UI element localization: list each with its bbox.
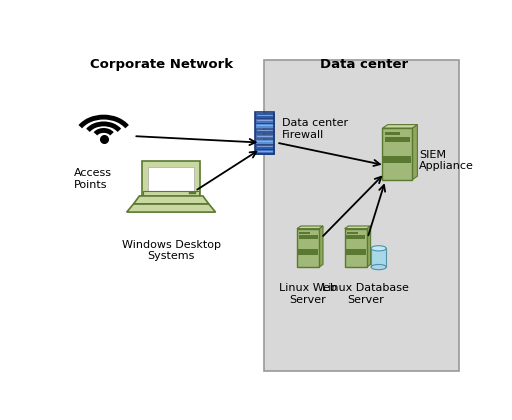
FancyBboxPatch shape: [385, 137, 410, 142]
Bar: [255, 113, 274, 118]
Bar: [255, 134, 274, 138]
Polygon shape: [345, 226, 371, 228]
Polygon shape: [126, 204, 216, 212]
Bar: [255, 129, 274, 133]
Bar: [255, 123, 274, 128]
Bar: [255, 139, 274, 144]
Bar: [383, 156, 411, 163]
FancyBboxPatch shape: [346, 235, 365, 239]
Bar: [264, 60, 459, 370]
Bar: [255, 118, 274, 123]
Polygon shape: [367, 226, 371, 267]
Bar: [385, 132, 400, 135]
Ellipse shape: [371, 246, 386, 251]
Bar: [143, 191, 199, 196]
Bar: [347, 232, 357, 234]
Bar: [255, 144, 274, 149]
Bar: [148, 167, 194, 192]
Polygon shape: [319, 226, 323, 267]
Bar: [255, 149, 274, 154]
Bar: [382, 128, 412, 180]
Polygon shape: [297, 226, 323, 228]
Bar: [298, 249, 318, 255]
Text: Access
Points: Access Points: [74, 168, 112, 190]
Text: Linux Web
Server: Linux Web Server: [279, 283, 337, 305]
Bar: [255, 113, 274, 154]
Text: Windows Desktop
Systems: Windows Desktop Systems: [122, 239, 221, 261]
Polygon shape: [412, 125, 417, 180]
Bar: [345, 228, 367, 267]
Bar: [299, 232, 310, 234]
Text: Data center
Firewall: Data center Firewall: [282, 118, 348, 140]
FancyBboxPatch shape: [298, 235, 317, 239]
FancyBboxPatch shape: [142, 161, 201, 197]
Ellipse shape: [371, 265, 386, 270]
Polygon shape: [134, 196, 209, 204]
Polygon shape: [382, 125, 417, 128]
Bar: [189, 192, 196, 194]
Text: Linux Database
Server: Linux Database Server: [322, 283, 409, 305]
Bar: [371, 248, 386, 267]
Text: SIEM
Appliance: SIEM Appliance: [419, 150, 474, 171]
Bar: [297, 228, 319, 267]
Bar: [346, 249, 366, 255]
Text: Data center: Data center: [319, 58, 408, 71]
Text: Corporate Network: Corporate Network: [90, 58, 233, 71]
